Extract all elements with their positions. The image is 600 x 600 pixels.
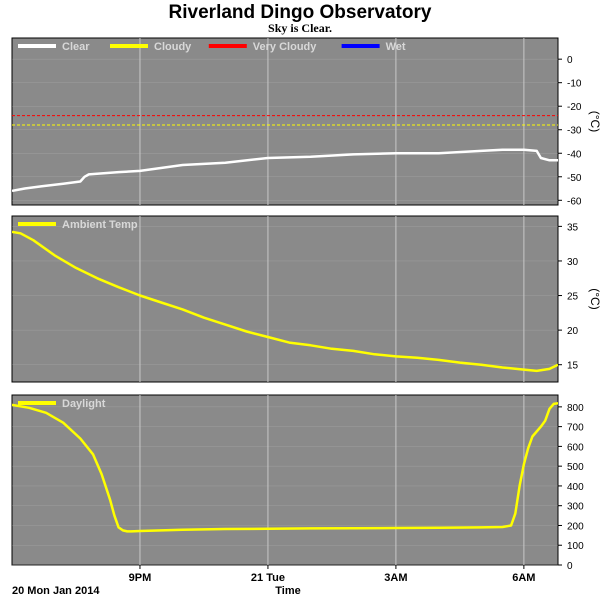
y-tick-label: -50 (567, 173, 582, 184)
y-tick-label: 35 (567, 222, 579, 233)
y-tick-label: 700 (567, 423, 584, 434)
y-tick-label: 15 (567, 361, 579, 372)
x-tick-label: 21 Tue (251, 572, 285, 584)
y-tick-label: 100 (567, 541, 584, 552)
legend-label: Clear (62, 41, 90, 53)
y-tick-label: -30 (567, 126, 582, 137)
plot-area (11, 394, 559, 566)
page-title: Riverland Dingo Observatory (169, 2, 432, 23)
y-tick-label: 0 (567, 55, 573, 66)
series-line (12, 230, 558, 373)
y-tick-label: 20 (567, 326, 579, 337)
legend-label: Daylight (62, 398, 106, 410)
unit-label: (°C) (588, 288, 600, 309)
page-subtitle: Sky is Clear. (268, 21, 332, 35)
unit-label: (°C) (588, 111, 600, 132)
y-tick-label: 300 (567, 502, 584, 513)
y-tick-label: -60 (567, 196, 582, 207)
y-tick-label: 25 (567, 292, 579, 303)
chart-panels: 0 -10 -20 -30 -40 -50 -60 Clear Cloudy Very Cloud… (11, 37, 600, 572)
date-label: 20 Mon Jan 2014 (12, 585, 100, 597)
y-tick-label: 500 (567, 462, 584, 473)
legend-label: Ambient Temp (62, 219, 138, 231)
y-tick-label: 0 (567, 561, 573, 572)
series-line (12, 148, 558, 193)
y-tick-label: -20 (567, 102, 582, 113)
y-tick-label: 400 (567, 482, 584, 493)
panel-ambient: 35 30 25 20 15 Ambient Temp (°C) (11, 215, 600, 383)
y-tick-label: -40 (567, 149, 582, 160)
x-tick-label: 6AM (512, 572, 535, 584)
legend-label: Cloudy (154, 41, 192, 53)
time-axis: 9PM 21 Tue 3AM 6AM (129, 565, 535, 584)
series-line (12, 402, 558, 533)
y-tick-label: -10 (567, 79, 582, 90)
panel-sky: 0 -10 -20 -30 -40 -50 -60 Clear Cloudy Very Cloud… (11, 37, 600, 207)
panel-daylight: 800 700 600 500 400 300 200 100 0 Daylight (11, 394, 584, 572)
y-tick-label: 200 (567, 521, 584, 532)
time-axis-label: Time (275, 585, 300, 597)
plot-area (11, 37, 559, 206)
legend-label: Wet (386, 41, 406, 53)
plot-area (11, 215, 559, 383)
y-tick-label: 30 (567, 257, 579, 268)
x-tick-label: 9PM (129, 572, 152, 584)
y-tick-label: 800 (567, 403, 584, 414)
x-tick-label: 3AM (384, 572, 407, 584)
y-tick-label: 600 (567, 442, 584, 453)
legend-label: Very Cloudy (253, 41, 317, 53)
